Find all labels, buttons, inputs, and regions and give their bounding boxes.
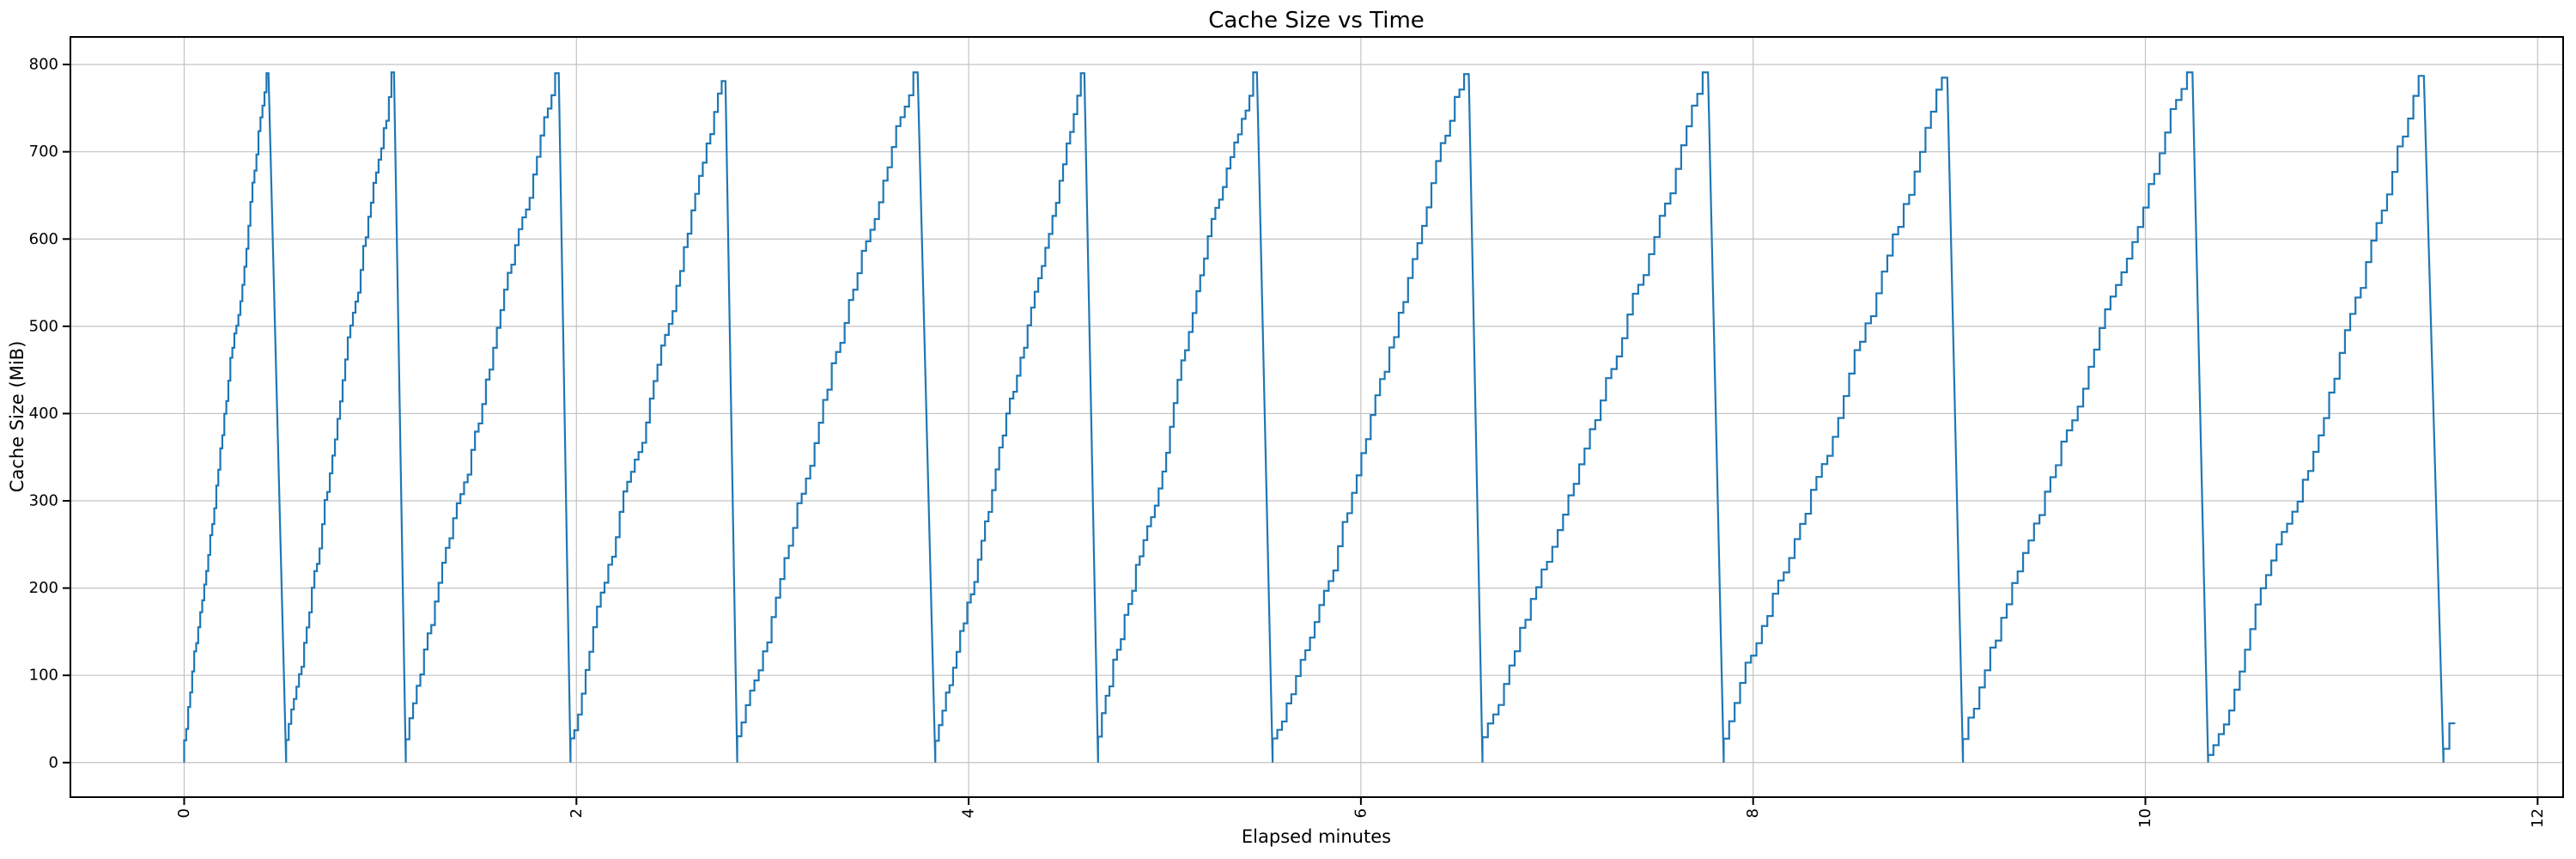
y-tick-label: 600 bbox=[29, 230, 58, 248]
x-tick-label: 6 bbox=[1352, 808, 1370, 818]
tick-layer: 0 2 4 6 8 10 12 0 100 200 300 400 500 600 700 800 bbox=[29, 56, 2547, 828]
x-tick-label: 2 bbox=[568, 808, 586, 818]
chart-title: Cache Size vs Time bbox=[1208, 8, 1425, 34]
y-axis-label: Cache Size (MiB) bbox=[7, 341, 27, 493]
series-layer bbox=[183, 71, 2456, 763]
cache-size-line bbox=[183, 71, 2456, 763]
x-tick-label: 0 bbox=[175, 808, 193, 818]
x-tick-label: 4 bbox=[960, 808, 978, 818]
x-axis-label: Elapsed minutes bbox=[1242, 826, 1391, 847]
x-tick-label: 8 bbox=[1744, 808, 1762, 818]
y-tick-label: 500 bbox=[29, 317, 58, 335]
grid-layer bbox=[70, 37, 2563, 797]
y-tick-label: 800 bbox=[29, 56, 58, 74]
y-tick-label: 200 bbox=[29, 579, 58, 597]
y-tick-label: 100 bbox=[29, 667, 58, 685]
y-tick-label: 300 bbox=[29, 492, 58, 510]
y-tick-label: 700 bbox=[29, 143, 58, 161]
axes-spines bbox=[70, 36, 2564, 798]
x-tick-label: 10 bbox=[2136, 808, 2154, 828]
y-tick-label: 0 bbox=[49, 753, 58, 771]
y-tick-label: 400 bbox=[29, 405, 58, 423]
x-tick-label: 12 bbox=[2529, 808, 2547, 828]
